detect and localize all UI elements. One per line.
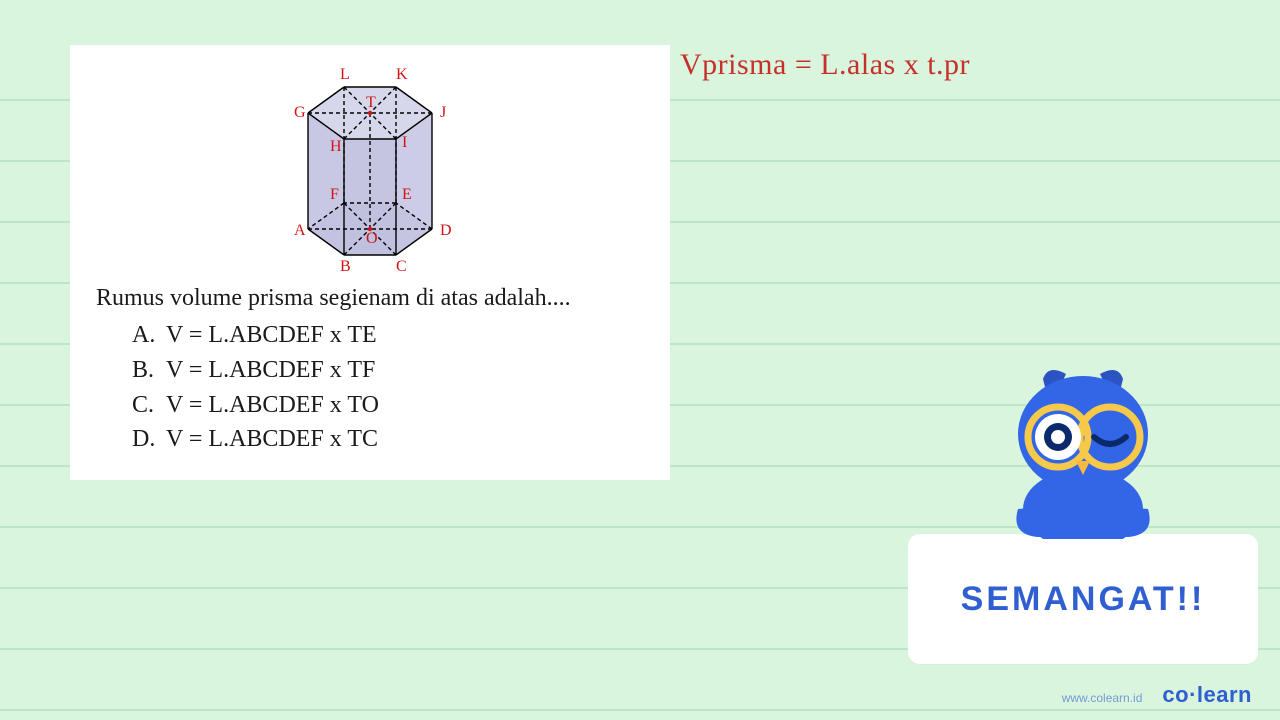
svg-text:C: C <box>396 258 407 275</box>
svg-text:H: H <box>330 138 342 155</box>
brand-part-b: learn <box>1197 682 1252 707</box>
answer-options: A. V = L.ABCDEF x TE B. V = L.ABCDEF x T… <box>96 318 644 457</box>
svg-text:J: J <box>440 104 446 121</box>
svg-text:K: K <box>396 66 408 83</box>
svg-text:T: T <box>366 94 376 111</box>
svg-text:A: A <box>294 222 306 239</box>
brand-logo: co·learn <box>1162 682 1252 708</box>
option-letter: D. <box>132 422 166 457</box>
svg-text:O: O <box>366 230 378 247</box>
footer: www.colearn.id co·learn <box>1062 682 1252 708</box>
option-a: A. V = L.ABCDEF x TE <box>132 318 644 353</box>
option-c: C. V = L.ABCDEF x TO <box>132 388 644 423</box>
sign-text: SEMANGAT!! <box>961 580 1206 619</box>
handwritten-annotation: Vprisma = L.alas x t.pr <box>680 48 970 82</box>
question-card: G L K J I H T A B C D E F O Rumus volume prisma segie… <box>70 45 670 480</box>
option-text: V = L.ABCDEF x TO <box>166 388 379 423</box>
option-text: V = L.ABCDEF x TF <box>166 353 375 388</box>
option-text: V = L.ABCDEF x TC <box>166 422 378 457</box>
option-letter: A. <box>132 318 166 353</box>
svg-text:I: I <box>402 134 407 151</box>
motivation-sign: SEMANGAT!! <box>908 534 1258 664</box>
svg-text:D: D <box>440 222 452 239</box>
svg-text:E: E <box>402 186 412 203</box>
owl-mascot <box>988 359 1178 544</box>
option-letter: C. <box>132 388 166 423</box>
svg-text:F: F <box>330 186 339 203</box>
owl-svg <box>988 359 1178 539</box>
option-b: B. V = L.ABCDEF x TF <box>132 353 644 388</box>
brand-dot: · <box>1189 682 1197 707</box>
option-letter: B. <box>132 353 166 388</box>
prism-diagram: G L K J I H T A B C D E F O <box>96 59 644 279</box>
footer-url: www.colearn.id <box>1062 691 1143 705</box>
option-d: D. V = L.ABCDEF x TC <box>132 422 644 457</box>
brand-part-a: co <box>1162 682 1189 707</box>
svg-text:B: B <box>340 258 351 275</box>
question-prompt: Rumus volume prisma segienam di atas ada… <box>96 285 644 312</box>
svg-text:G: G <box>294 104 306 121</box>
svg-text:L: L <box>340 66 350 83</box>
prism-svg: G L K J I H T A B C D E F O <box>260 59 480 279</box>
option-text: V = L.ABCDEF x TE <box>166 318 377 353</box>
